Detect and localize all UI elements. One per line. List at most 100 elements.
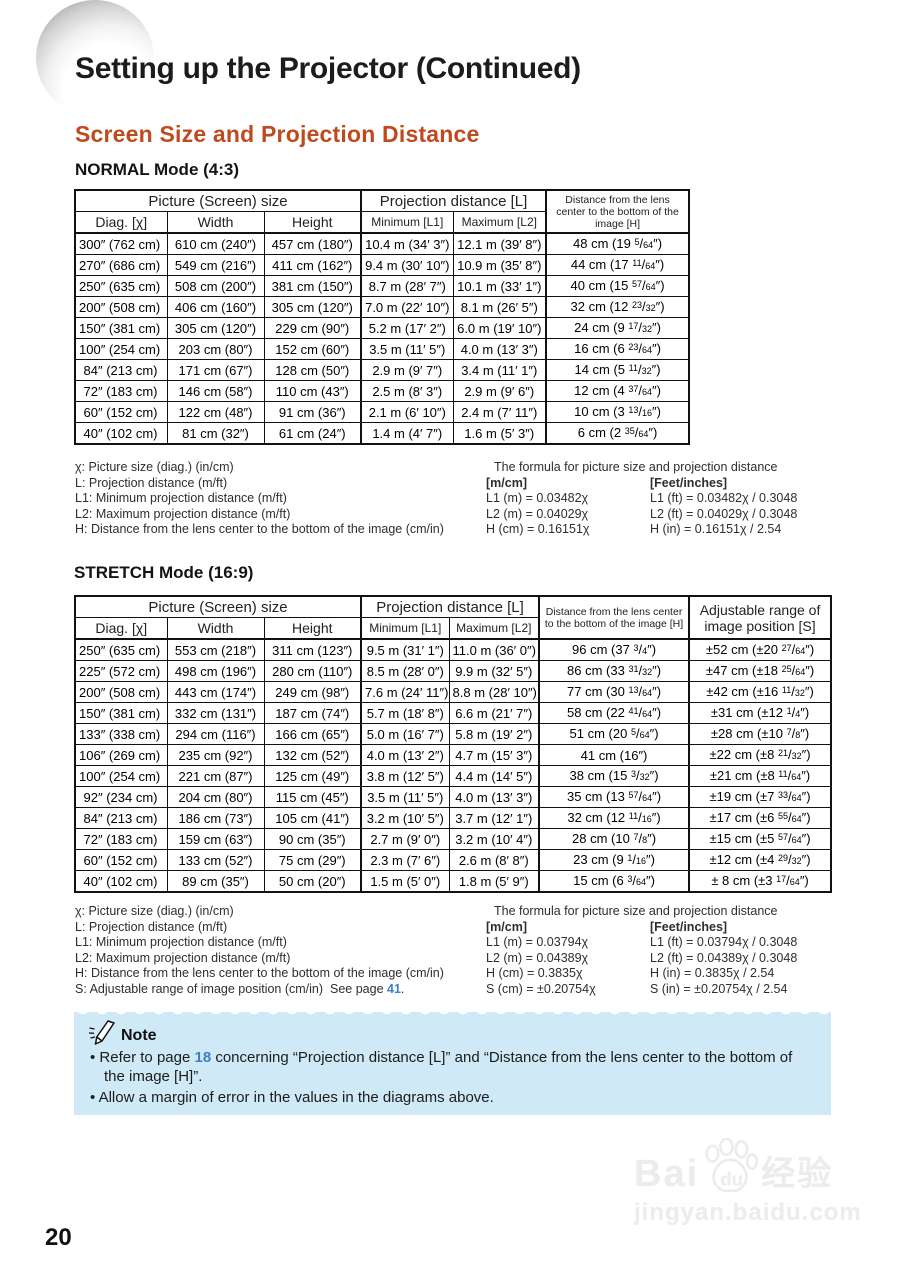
table-cell: 8.7 m (28′ 7″) xyxy=(360,275,454,297)
table-cell: 40″ (102 cm) xyxy=(74,422,168,445)
table-cell: 115 cm (45″) xyxy=(263,786,362,808)
stretch-mode-table: Picture (Screen) size Projection distanc… xyxy=(74,595,833,893)
table-cell: 60″ (152 cm) xyxy=(74,401,168,423)
table-row: 270″ (686 cm) 549 cm (216″) 411 cm (162″) 9… xyxy=(74,254,690,276)
table-cell: 12.1 m (39′ 8″) xyxy=(452,232,547,255)
formula-col2-header: [Feet/inches] xyxy=(650,919,728,934)
table-cell: ±28 cm (±10 7/8″) xyxy=(688,723,832,745)
formula-line: L2 (ft) = 0.04389χ / 0.3048 xyxy=(650,950,798,965)
table-cell: 150″ (381 cm) xyxy=(74,317,168,339)
formula-line: L1 (m) = 0.03482χ xyxy=(486,491,589,505)
table-cell: 311 cm (123″) xyxy=(263,638,362,661)
table-cell: 152 cm (60″) xyxy=(263,338,362,360)
watermark-cn-text: 经验 xyxy=(761,1155,834,1193)
table-cell: 16 cm (6 23/64″) xyxy=(545,338,690,360)
table-cell: 75 cm (29″) xyxy=(263,849,362,871)
page-title: Setting up the Projector (Continued) xyxy=(75,52,581,85)
table-cell: 3.2 m (10′ 5″) xyxy=(360,807,450,829)
formula-line: H (in) = 0.3835χ / 2.54 xyxy=(650,966,775,980)
table-cell: ±31 cm (±12 1/4″) xyxy=(688,702,832,724)
formula-line: S (in) = ±0.20754χ / 2.54 xyxy=(650,981,788,996)
table-cell: 1.5 m (5′ 0″) xyxy=(360,870,450,893)
table-cell: 89 cm (35″) xyxy=(166,870,265,893)
projection-distance-group-header: Projection distance [L] xyxy=(360,189,547,212)
table-cell: 44 cm (17 11/64″) xyxy=(545,254,690,276)
table-cell: 7.0 m (22′ 10″) xyxy=(360,296,454,318)
table-cell: 11.0 m (36′ 0″) xyxy=(448,638,540,661)
table-cell: 498 cm (196″) xyxy=(166,660,265,682)
page-link-41[interactable]: 41 xyxy=(387,981,401,996)
table-cell: 9.5 m (31′ 1″) xyxy=(360,638,450,661)
table-cell: 553 cm (218″) xyxy=(166,638,265,661)
table-cell: 6.6 m (21′ 7″) xyxy=(448,702,540,724)
table-cell: 105 cm (41″) xyxy=(263,807,362,829)
legend-line: H: Distance from the lens center to the … xyxy=(75,966,444,980)
table-row: 225″ (572 cm) 498 cm (196″) 280 cm (110″) 8… xyxy=(74,660,832,682)
table-cell: 128 cm (50″) xyxy=(263,359,362,381)
table-cell: 5.0 m (16′ 7″) xyxy=(360,723,450,745)
table-cell: 3.7 m (12′ 1″) xyxy=(448,807,540,829)
table-row: 100″ (254 cm) 221 cm (87″) 125 cm (49″) 3.8… xyxy=(74,765,832,787)
table-cell: 8.8 m (28′ 10″) xyxy=(448,681,540,703)
table-cell: 3.5 m (11′ 5″) xyxy=(360,786,450,808)
table-row: 40″ (102 cm) 89 cm (35″) 50 cm (20″) 1.5 m … xyxy=(74,870,832,893)
lens-center-distance-header: Distance from the lens center to the bot… xyxy=(538,595,690,640)
table-cell: 159 cm (63″) xyxy=(166,828,265,850)
table-cell: 235 cm (92″) xyxy=(166,744,265,766)
stretch-mode-heading: STRETCH Mode (16:9) xyxy=(74,563,254,582)
table-cell: 12 cm (4 37/64″) xyxy=(545,380,690,402)
formula-col2-header: [Feet/inches] xyxy=(650,475,728,490)
table-cell: 91 cm (36″) xyxy=(263,401,362,423)
table-row: 150″ (381 cm) 332 cm (131″) 187 cm (74″) 5.… xyxy=(74,702,832,724)
legend-line: L2: Maximum projection distance (m/ft) xyxy=(75,506,291,521)
table-row: 133″ (338 cm) 294 cm (116″) 166 cm (65″) 5.… xyxy=(74,723,832,745)
table-cell: 2.5 m (8′ 3″) xyxy=(360,380,454,402)
table-cell: 305 cm (120″) xyxy=(263,296,362,318)
watermark-du-text: du xyxy=(720,1168,743,1189)
table-cell: 200″ (508 cm) xyxy=(74,296,168,318)
table-cell: 3.5 m (11′ 5″) xyxy=(360,338,454,360)
table-row: 150″ (381 cm) 305 cm (120″) 229 cm (90″) 5.… xyxy=(74,317,690,339)
table-cell: ±12 cm (±4 29/32″) xyxy=(688,849,832,871)
table-cell: 5.8 m (19′ 2″) xyxy=(448,723,540,745)
table-cell: 4.0 m (13′ 3″) xyxy=(452,338,547,360)
legend-line-s: S: Adjustable range of image position (c… xyxy=(75,982,444,998)
table-cell: 508 cm (200″) xyxy=(166,275,265,297)
formula-title: The formula for picture size and project… xyxy=(494,460,778,474)
decorative-sphere xyxy=(36,0,154,116)
table-cell: 92″ (234 cm) xyxy=(74,786,168,808)
formula-line: L1 (m) = 0.03794χ xyxy=(486,935,589,949)
table-cell: 2.1 m (6′ 10″) xyxy=(360,401,454,423)
table-cell: ±19 cm (±7 33/64″) xyxy=(688,786,832,808)
table-cell: 14 cm (5 11/32″) xyxy=(545,359,690,381)
page-link-18[interactable]: 18 xyxy=(194,1049,212,1066)
table-cell: 10.4 m (34′ 3″) xyxy=(360,232,454,255)
normal-mode-table: Picture (Screen) size Projection distanc… xyxy=(74,189,691,445)
table-cell: 2.7 m (9′ 0″) xyxy=(360,828,450,850)
baidu-watermark: Bai du 经验 jingyan.baidu.com xyxy=(634,1137,884,1227)
table-cell: 40″ (102 cm) xyxy=(74,870,168,893)
table-cell: 187 cm (74″) xyxy=(263,702,362,724)
table-cell: 84″ (213 cm) xyxy=(74,359,168,381)
note-bullet-text: concerning “Projection distance [L]” and… xyxy=(104,1049,793,1085)
table-cell: 3.2 m (10′ 4″) xyxy=(448,828,540,850)
width-column-header: Width xyxy=(166,211,265,234)
table-cell: 411 cm (162″) xyxy=(263,254,362,276)
table-cell: 100″ (254 cm) xyxy=(74,765,168,787)
table-cell: 549 cm (216″) xyxy=(166,254,265,276)
height-column-header: Height xyxy=(263,211,362,234)
table-row: 92″ (234 cm) 204 cm (80″) 115 cm (45″) 3.5 … xyxy=(74,786,832,808)
table-cell: 23 cm (9 1/16″) xyxy=(538,849,690,871)
legend-s-text: S: Adjustable range of image position (c… xyxy=(75,981,387,996)
table-cell: 9.4 m (30′ 10″) xyxy=(360,254,454,276)
table-cell: 58 cm (22 41/64″) xyxy=(538,702,690,724)
table-row: 72″ (183 cm) 146 cm (58″) 110 cm (43″) 2.5 … xyxy=(74,380,690,402)
projection-distance-group-header: Projection distance [L] xyxy=(360,595,540,618)
formula-line: L2 (ft) = 0.04029χ / 0.3048 xyxy=(650,506,798,521)
diag-column-header: Diag. [χ] xyxy=(74,211,168,234)
formula-line: H (in) = 0.16151χ / 2.54 xyxy=(650,522,782,536)
table-cell: 203 cm (80″) xyxy=(166,338,265,360)
table-cell: 280 cm (110″) xyxy=(263,660,362,682)
table-cell: 8.5 m (28′ 0″) xyxy=(360,660,450,682)
table-cell: 4.0 m (13′ 2″) xyxy=(360,744,450,766)
